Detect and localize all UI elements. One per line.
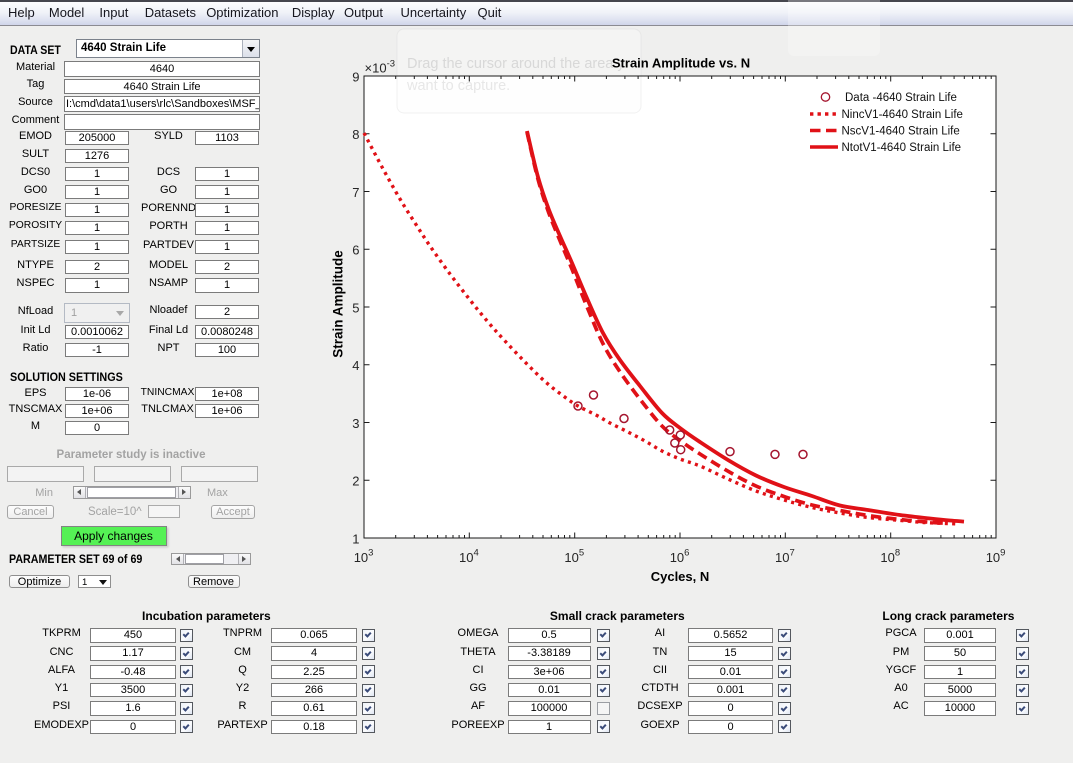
svg-text:want to capture.: want to capture. [406,78,510,94]
svg-text:1: 1 [352,531,359,546]
svg-text:8: 8 [352,127,359,142]
svg-text:103: 103 [354,548,374,566]
svg-text:2: 2 [352,474,359,489]
svg-text:×10-3: ×10-3 [365,58,396,75]
svg-text:104: 104 [459,548,479,566]
svg-text:Cycles, N: Cycles, N [651,569,710,584]
svg-text:6: 6 [352,243,359,258]
svg-text:5: 5 [352,300,359,315]
svg-text:9: 9 [352,69,359,84]
svg-text:NtotV1-4640 Strain Life: NtotV1-4640 Strain Life [842,142,962,154]
svg-text:NscV1-4640 Strain Life: NscV1-4640 Strain Life [842,126,960,138]
svg-text:Drag the cursor around the are: Drag the cursor around the area y [407,56,625,72]
svg-text:NincV1-4640 Strain Life: NincV1-4640 Strain Life [842,109,963,121]
svg-text:Strain Amplitude: Strain Amplitude [331,250,346,358]
svg-text:4: 4 [352,358,359,373]
svg-text:3: 3 [352,416,359,431]
svg-text:Strain Amplitude vs. N: Strain Amplitude vs. N [612,56,750,71]
svg-text:106: 106 [670,548,690,566]
svg-text:7: 7 [352,185,359,200]
svg-text:Data -4640 Strain Life: Data -4640 Strain Life [845,92,957,104]
svg-text:105: 105 [564,548,584,566]
svg-text:109: 109 [986,548,1006,566]
svg-text:108: 108 [880,548,900,566]
svg-text:107: 107 [775,548,795,566]
